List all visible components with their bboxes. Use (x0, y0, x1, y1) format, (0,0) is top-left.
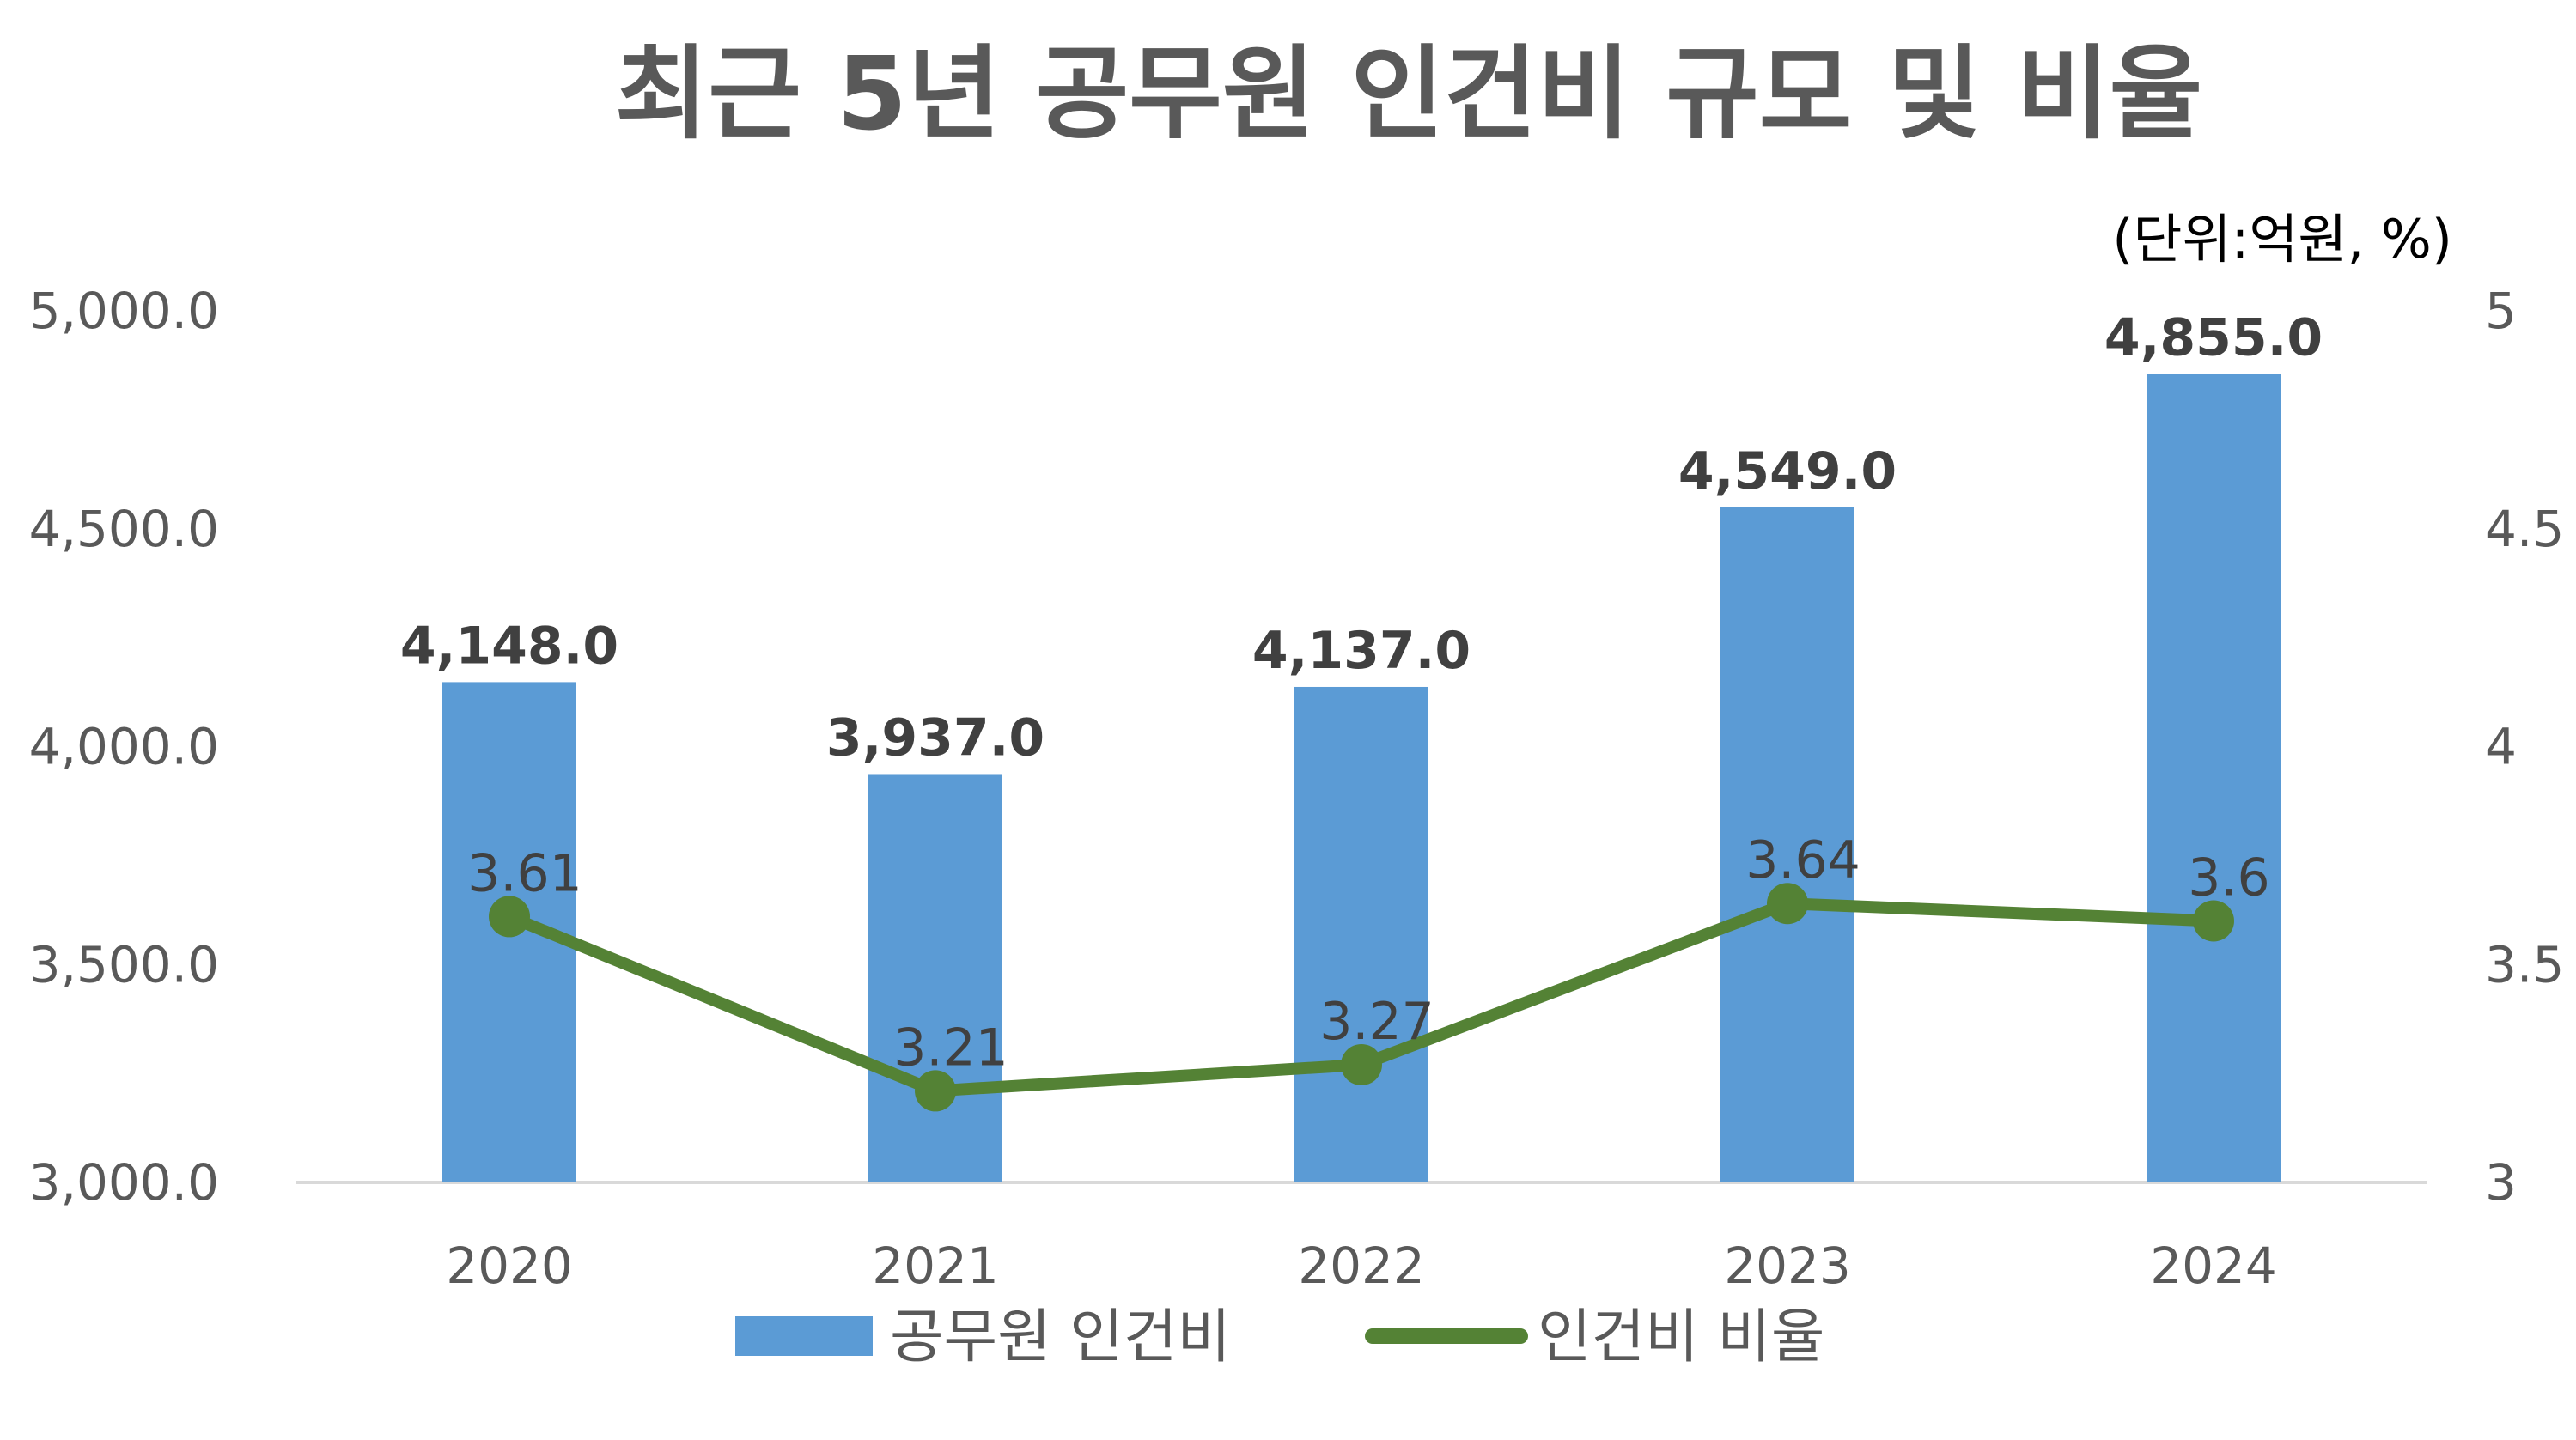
chart-title: 최근 5년 공무원 인건비 규모 및 비율 (615, 34, 2202, 153)
bar-value-label: 4,137.0 (1252, 621, 1471, 681)
legend-label-bar: 공무원 인건비 (890, 1303, 1231, 1371)
line-point (915, 1070, 956, 1112)
right-tick-label: 5 (2485, 282, 2517, 340)
line-value-label: 3.64 (1745, 830, 1860, 890)
bar-value-label: 4,148.0 (400, 616, 618, 676)
bar-value-label: 4,855.0 (2104, 308, 2323, 368)
line-value-label: 3.6 (2188, 848, 2269, 908)
x-tick-label: 2023 (1724, 1236, 1851, 1295)
right-tick-label: 4.5 (2485, 500, 2564, 558)
line-point (2193, 900, 2234, 942)
legend-label-line: 인건비 비율 (1538, 1303, 1824, 1371)
x-axis: 2020 2021 2022 2023 2024 (446, 1236, 2277, 1295)
legend-swatch-bar (735, 1316, 873, 1356)
left-tick-label: 4,500.0 (29, 500, 219, 558)
line-series (489, 883, 2234, 1112)
bar (1294, 686, 1428, 1182)
right-axis: 5 4.5 4 3.5 3 (2485, 282, 2564, 1212)
left-tick-label: 3,500.0 (29, 935, 219, 993)
left-tick-label: 4,000.0 (29, 718, 219, 776)
x-tick-label: 2021 (872, 1236, 999, 1295)
bar (2147, 374, 2281, 1182)
line-value-label: 3.27 (1319, 992, 1434, 1052)
line-point (1341, 1043, 1382, 1085)
right-tick-label: 4 (2485, 718, 2517, 776)
bar-data-labels: 4,148.0 3,937.0 4,137.0 4,549.0 4,855.0 (400, 308, 2323, 769)
x-tick-label: 2024 (2150, 1236, 2277, 1295)
line-point (489, 896, 530, 938)
left-tick-label: 3,000.0 (29, 1153, 219, 1212)
bar-series (442, 374, 2281, 1182)
bar (868, 774, 1002, 1182)
bar-value-label: 3,937.0 (826, 708, 1044, 768)
right-tick-label: 3 (2485, 1153, 2517, 1212)
bar (1720, 507, 1854, 1182)
bar-value-label: 4,549.0 (1678, 441, 1897, 501)
unit-note: (단위:억원, %) (2112, 208, 2452, 270)
left-tick-label: 5,000.0 (29, 282, 219, 340)
line-value-label: 3.21 (893, 1018, 1008, 1078)
line-point (1767, 883, 1808, 925)
left-axis: 5,000.0 4,500.0 4,000.0 3,500.0 3,000.0 (29, 282, 219, 1212)
line-value-label: 3.61 (467, 843, 582, 903)
x-tick-label: 2020 (446, 1236, 573, 1295)
line-data-labels: 3.61 3.21 3.27 3.64 3.6 (467, 830, 2270, 1078)
legend: 공무원 인건비 인건비 비율 (735, 1303, 1824, 1371)
right-tick-label: 3.5 (2485, 935, 2564, 993)
x-tick-label: 2022 (1298, 1236, 1425, 1295)
